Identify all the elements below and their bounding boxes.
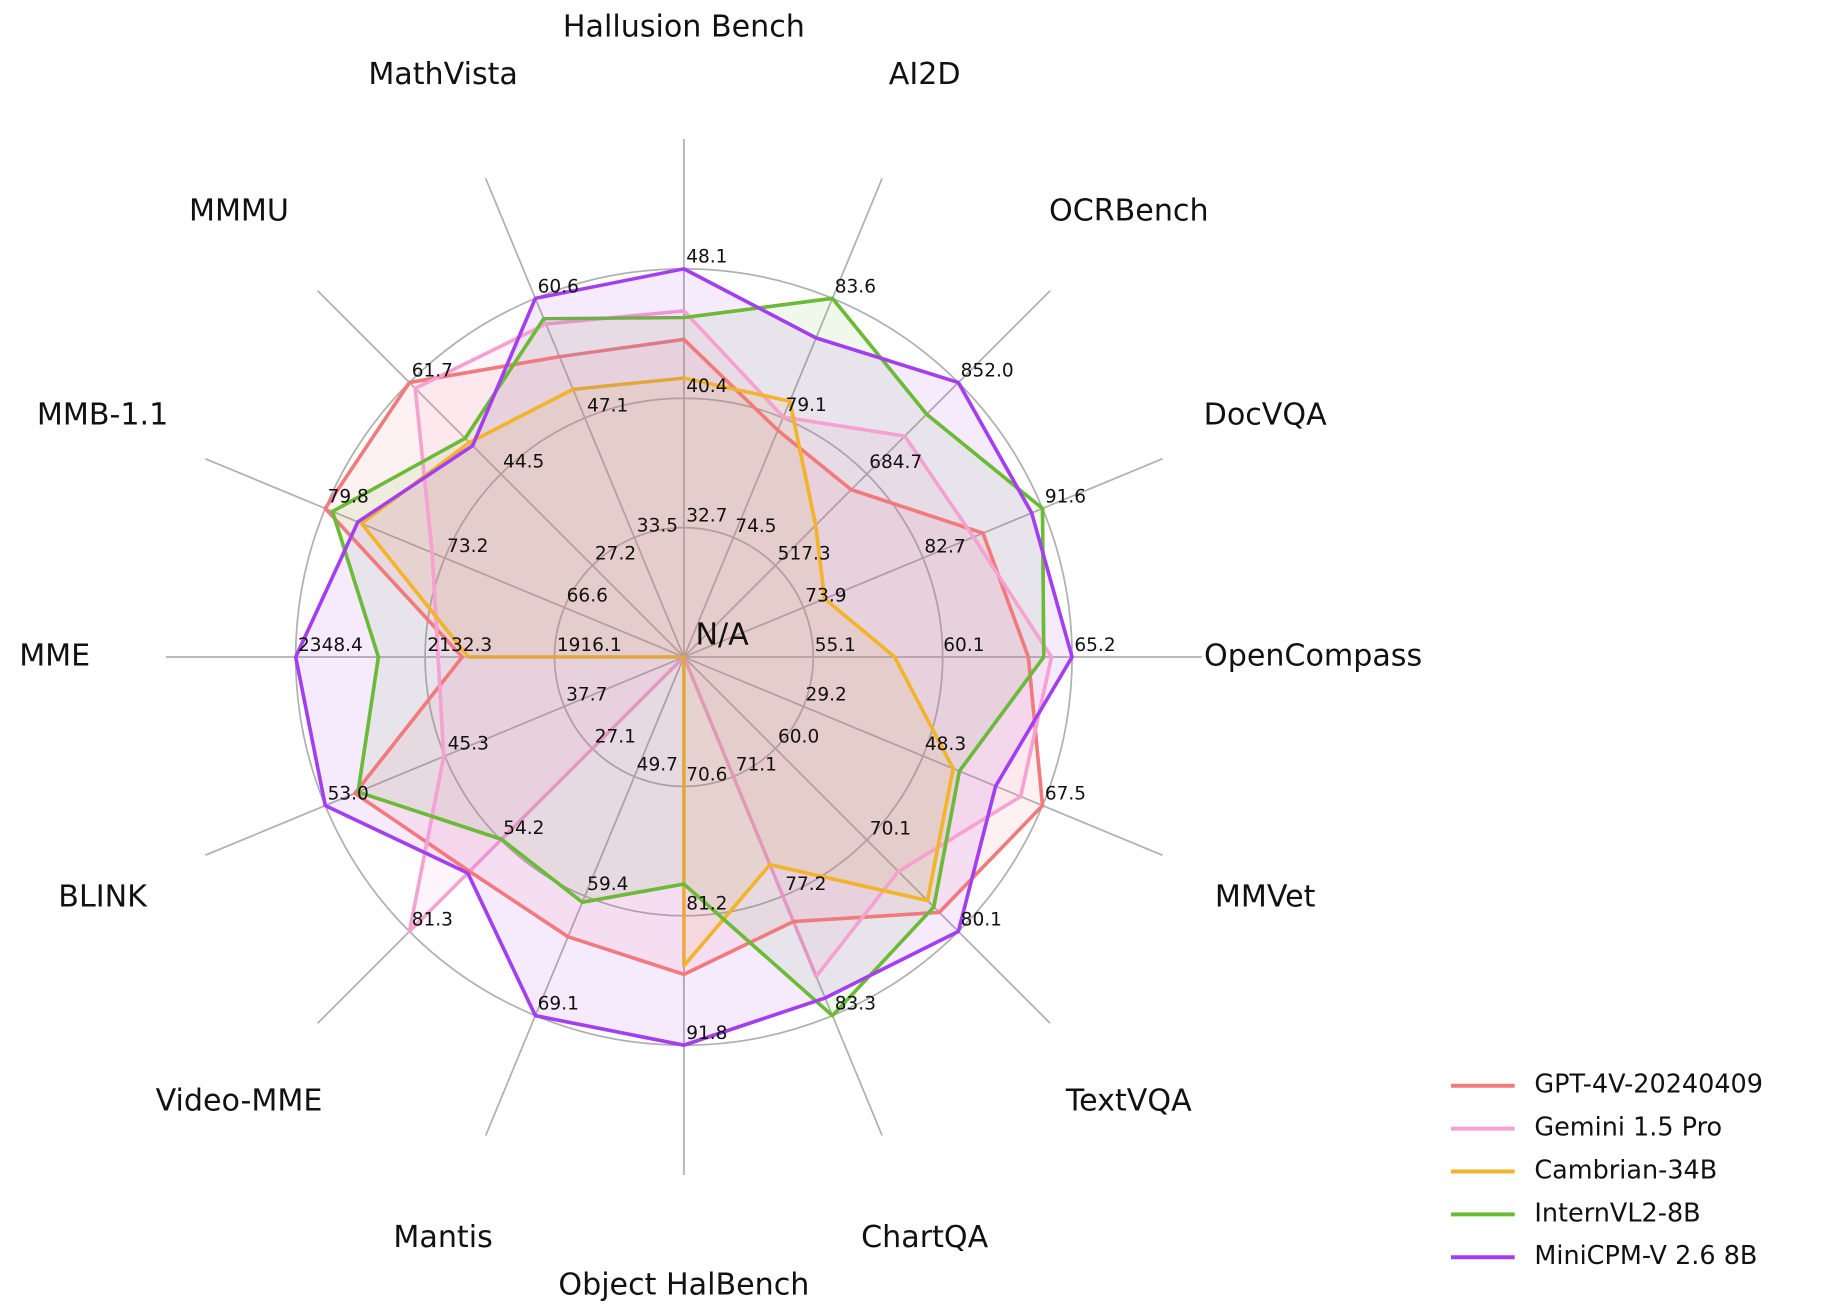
- tick-label: 73.2: [447, 536, 488, 557]
- tick-label: 517.3: [778, 543, 831, 564]
- axis-label: AI2D: [889, 57, 961, 92]
- tick-label: 70.6: [686, 764, 727, 785]
- tick-label: 60.6: [538, 276, 579, 297]
- tick-label: 59.4: [587, 874, 628, 895]
- axis-spoke: [683, 290, 1051, 658]
- tick-label: 47.1: [587, 396, 628, 417]
- axis-label: ChartQA: [861, 1220, 988, 1255]
- axis-label: OCRBench: [1049, 194, 1209, 229]
- axis-label: OpenCompass: [1204, 639, 1422, 674]
- axis-label: Mantis: [393, 1220, 492, 1255]
- series-line: [330, 296, 1046, 1018]
- legend-label: Gemini 1.5 Pro: [1534, 1113, 1722, 1143]
- tick-label: 852.0: [961, 360, 1014, 381]
- tick-label: 32.7: [686, 506, 727, 527]
- tick-label: 67.5: [1045, 783, 1086, 804]
- tick-label: 81.2: [686, 894, 727, 915]
- tick-label: 91.8: [686, 1023, 727, 1044]
- tick-label: 40.4: [686, 376, 727, 397]
- axis-label: MME: [19, 639, 90, 674]
- axis-spoke: [317, 290, 685, 658]
- tick-label: 27.2: [595, 544, 636, 565]
- tick-label: 82.7: [924, 536, 965, 557]
- tick-label: 2132.3: [427, 635, 492, 656]
- legend-label: GPT-4V-20240409: [1534, 1070, 1763, 1100]
- tick-label: 83.6: [835, 276, 876, 297]
- series-line: [323, 338, 1045, 977]
- axis-spoke: [683, 656, 1163, 857]
- axis-label: Object HalBench: [558, 1268, 809, 1303]
- legend-label: Cambrian-34B: [1534, 1155, 1717, 1185]
- tick-label: 79.8: [328, 486, 369, 507]
- tick-label: 61.7: [412, 360, 453, 381]
- tick-label: 80.1: [961, 909, 1002, 930]
- axis-label: MMVet: [1215, 879, 1316, 914]
- tick-label: 66.6: [567, 585, 608, 606]
- axis-label: Video-MME: [156, 1083, 323, 1118]
- tick-label: 65.2: [1074, 635, 1115, 656]
- axis-label: MMMU: [189, 194, 289, 229]
- axis-spoke: [484, 178, 685, 658]
- tick-label: 81.3: [412, 909, 453, 930]
- tick-label: 45.3: [448, 734, 489, 755]
- tick-label: 29.2: [806, 684, 847, 705]
- legend-label: InternVL2-8B: [1534, 1198, 1700, 1228]
- tick-label: 53.0: [328, 783, 369, 804]
- tick-label: 48.1: [686, 247, 727, 268]
- tick-label: 73.9: [805, 586, 846, 607]
- tick-label: 33.5: [637, 516, 678, 537]
- axis-label: MMB-1.1: [37, 398, 168, 433]
- series-line: [293, 267, 1074, 1047]
- tick-label: 83.3: [835, 994, 876, 1015]
- axis-spoke: [484, 656, 685, 1136]
- axis-spoke: [205, 457, 685, 658]
- tick-label: 74.5: [735, 516, 776, 537]
- axis-label: BLINK: [58, 879, 148, 914]
- tick-label: 37.7: [566, 685, 607, 706]
- tick-label: 71.1: [736, 754, 777, 775]
- tick-label: 49.7: [637, 754, 678, 775]
- tick-label: 54.2: [503, 818, 544, 839]
- tick-label: 44.5: [503, 452, 544, 473]
- tick-label: 79.1: [786, 395, 827, 416]
- axis-spoke: [683, 656, 1051, 1024]
- tick-label: 27.1: [595, 726, 636, 747]
- axis-label: DocVQA: [1204, 398, 1327, 433]
- tick-label: 70.1: [870, 819, 911, 840]
- tick-label: 91.6: [1045, 486, 1086, 507]
- series-line: [407, 309, 1054, 978]
- axis-label: Hallusion Bench: [563, 9, 805, 44]
- tick-label: 55.1: [815, 635, 856, 656]
- tick-label: 69.1: [538, 994, 579, 1015]
- tick-label: 48.3: [925, 734, 966, 755]
- tick-label: 60.0: [778, 727, 819, 748]
- center-label: N/A: [695, 618, 749, 653]
- tick-label: 60.1: [943, 635, 984, 656]
- tick-label: 1916.1: [557, 635, 622, 656]
- tick-label: 684.7: [869, 452, 922, 473]
- axis-label: MathVista: [368, 57, 518, 92]
- tick-label: 77.2: [785, 874, 826, 895]
- tick-label: 2348.4: [298, 635, 363, 656]
- axis-label: TextVQA: [1065, 1083, 1192, 1118]
- legend-label: MiniCPM-V 2.6 8B: [1534, 1241, 1757, 1271]
- axis-spoke: [683, 457, 1163, 658]
